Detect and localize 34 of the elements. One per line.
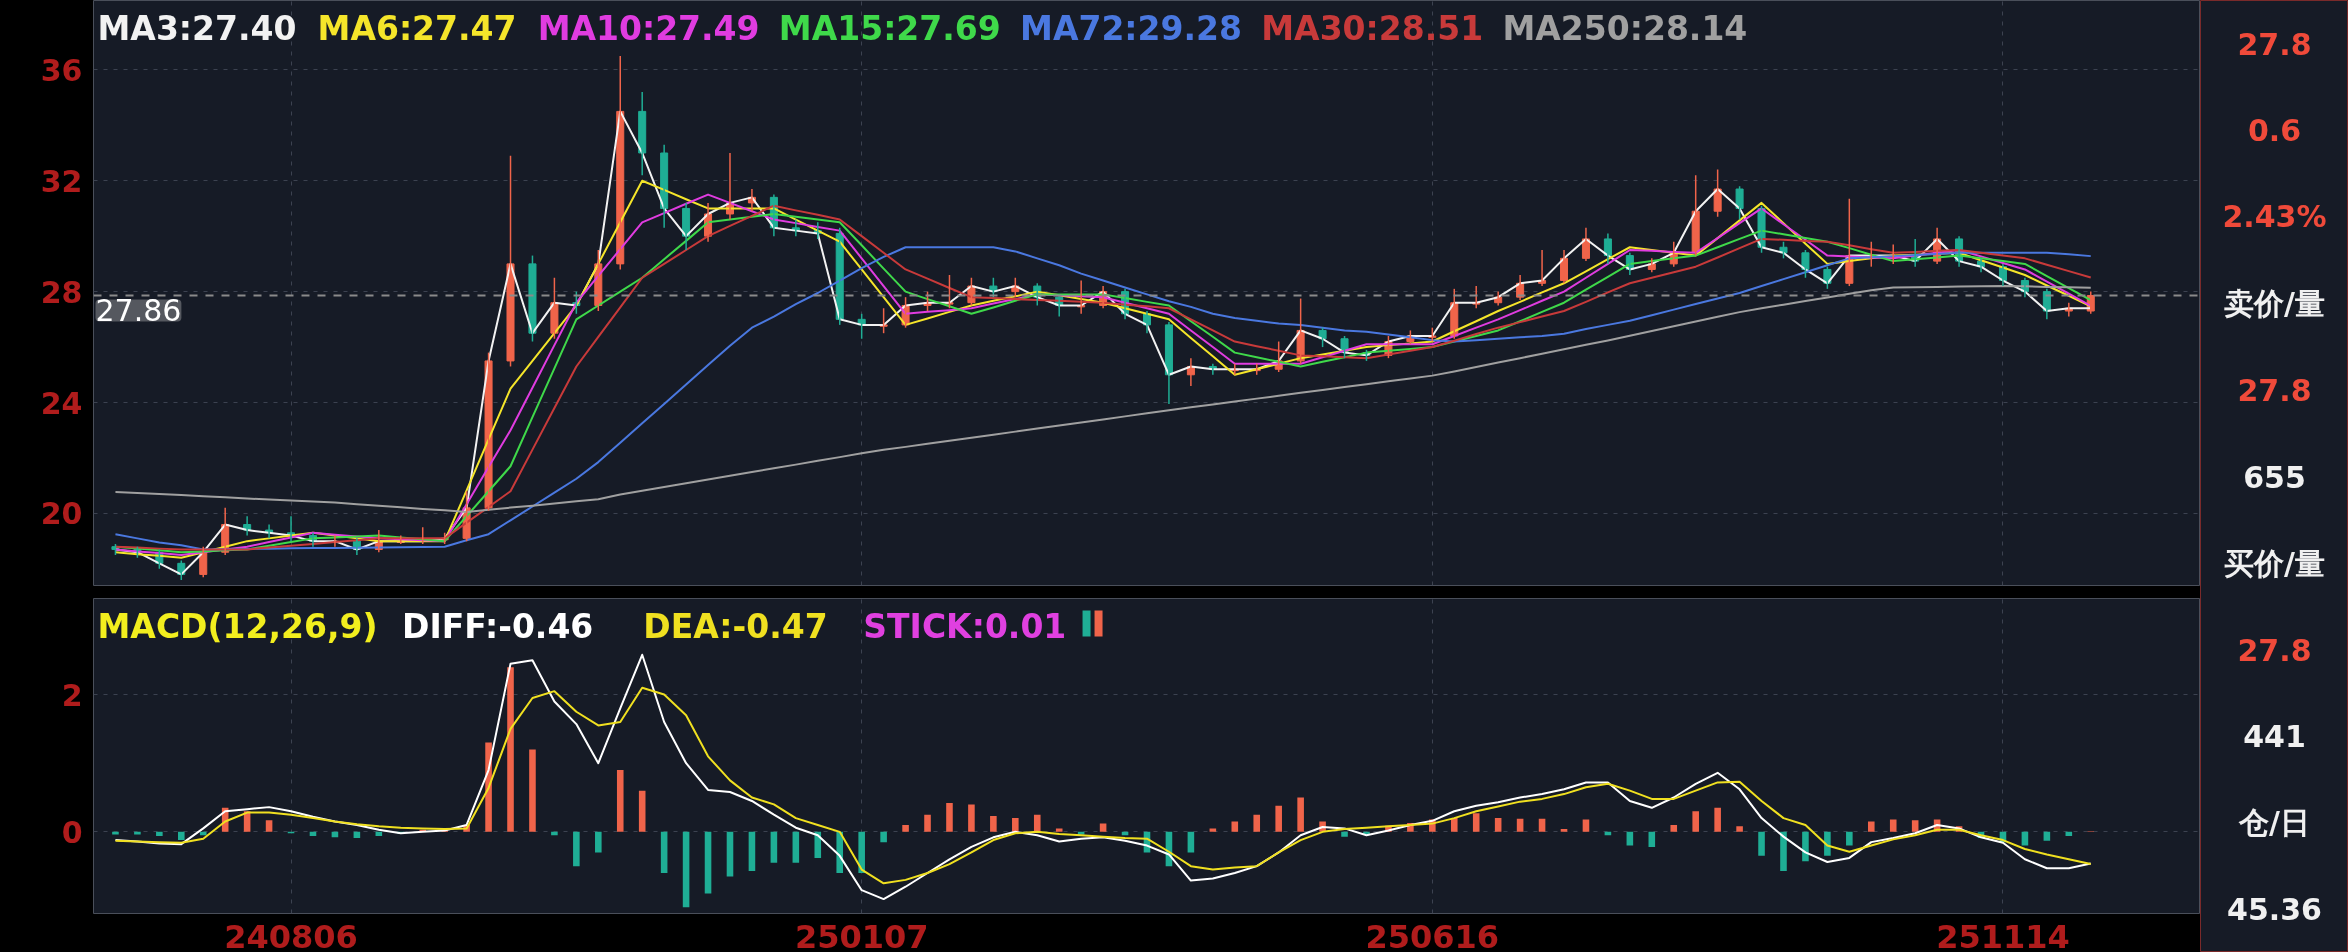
text: 27.8 (2237, 372, 2312, 408)
text: 买价/量 (2224, 545, 2325, 581)
text: 27.8 (2237, 632, 2312, 668)
text: MA3:27.40 (97, 8, 297, 48)
chart-title: MACD(12,26,9) (97, 606, 378, 646)
text: 仓/日 (2238, 805, 2310, 841)
text: 0.6 (2247, 113, 2302, 149)
series-label: DEA:-0.47 (643, 606, 828, 646)
text: 45.36 (2227, 892, 2322, 928)
text: 441 (2243, 719, 2306, 755)
y-tick-label: 36 (40, 52, 83, 88)
y-tick-label: 32 (40, 163, 83, 199)
text: 655 (2243, 459, 2306, 495)
text: MA250:28.14 (1502, 8, 1748, 48)
y-tick-label: 24 (40, 385, 83, 421)
x-tick-label: 251114 (1936, 917, 2070, 952)
text: 卖价/量 (2224, 285, 2325, 321)
x-tick-label: 250107 (794, 917, 929, 952)
y-tick-label: 28 (40, 274, 83, 310)
text: MA6:27.47 (317, 8, 517, 48)
text: MA30:28.51 (1261, 8, 1484, 48)
series-label: DIFF:-0.46 (402, 606, 594, 646)
legend-label: STICK:0.01 (863, 606, 1067, 646)
y-tick-label: 20 (40, 496, 83, 532)
text: 2.43% (2222, 199, 2327, 235)
text: MA72:29.28 (1020, 8, 1242, 48)
text: MA10:27.49 (537, 8, 760, 48)
ref-line-label: 27.86 (95, 293, 182, 329)
x-tick-label: 240806 (224, 917, 358, 952)
x-tick-label: 250616 (1365, 917, 1500, 952)
y-tick-label: 0 (61, 814, 83, 850)
text: 27.8 (2237, 26, 2312, 62)
text: MA15:27.69 (778, 8, 1001, 48)
y-tick-label: 2 (61, 677, 83, 713)
